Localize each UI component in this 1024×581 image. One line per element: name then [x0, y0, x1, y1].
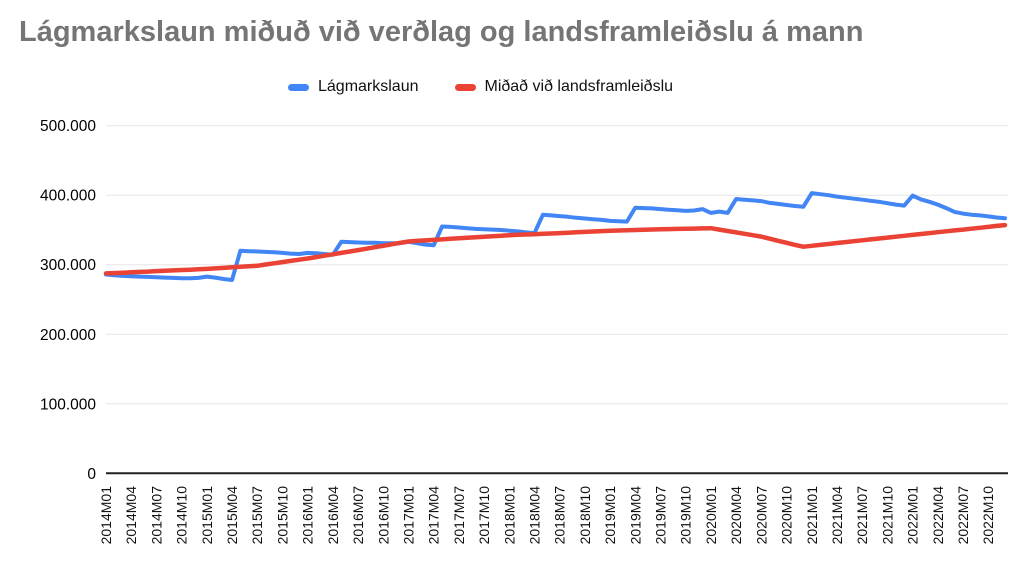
x-tick-label: 2014M10: [174, 486, 190, 545]
x-tick-label: 2019M07: [653, 486, 669, 545]
x-tick-label: 2018M10: [577, 486, 593, 545]
x-tick-label: 2015M07: [249, 486, 265, 545]
x-tick-label: 2019M01: [602, 486, 618, 545]
x-tick-label: 2021M10: [879, 486, 895, 545]
x-tick-label: 2022M04: [930, 486, 946, 545]
y-tick-label: 500.000: [40, 118, 96, 135]
x-tick-label: 2021M07: [854, 486, 870, 545]
x-tick-label: 2015M10: [274, 486, 290, 545]
x-tick-label: 2019M10: [678, 486, 694, 545]
x-tick-label: 2017M04: [426, 486, 442, 545]
x-tick-label: 2016M07: [350, 486, 366, 545]
y-tick-label: 200.000: [40, 327, 96, 344]
x-tick-label: 2018M01: [501, 486, 517, 545]
series-line-minwage: [104, 191, 1007, 282]
series-line-gdp: [103, 222, 1008, 276]
x-tick-label: 2022M01: [905, 486, 921, 545]
y-tick-label: 100.000: [40, 396, 96, 413]
x-tick-label: 2018M04: [526, 486, 542, 545]
legend-label-minwage: Lágmarkslaun: [318, 78, 419, 95]
y-tick-label: 300.000: [40, 257, 96, 274]
x-tick-label: 2020M10: [779, 486, 795, 545]
x-tick-label: 2018M07: [552, 486, 568, 545]
x-tick-label: 2021M04: [829, 486, 845, 545]
y-tick-label: 400.000: [40, 188, 96, 205]
legend-swatch-gdp-icon: [454, 83, 476, 91]
chart-title: Lágmarkslaun miðuð við verðlag og landsf…: [19, 16, 864, 48]
x-tick-label: 2016M04: [325, 486, 341, 545]
x-tick-label: 2021M01: [804, 486, 820, 545]
legend: Lágmarkslaun Miðað við landsframleiðslu: [288, 78, 673, 96]
x-tick-label: 2014M07: [148, 486, 164, 545]
x-tick-label: 2017M10: [476, 486, 492, 545]
legend-item-minwage: Lágmarkslaun: [288, 78, 419, 96]
legend-swatch-minwage-icon: [288, 83, 309, 91]
x-tick-label: 2022M07: [955, 486, 971, 545]
x-tick-label: 2015M04: [224, 486, 240, 545]
legend-item-gdp: Miðað við landsframleiðslu: [454, 78, 674, 96]
x-tick-label: 2015M01: [199, 486, 215, 545]
x-tick-label: 2014M01: [98, 486, 114, 545]
x-tick-label: 2020M01: [703, 486, 719, 545]
x-tick-label: 2016M01: [300, 486, 316, 545]
x-tick-label: 2017M01: [400, 486, 416, 545]
legend-label-gdp: Miðað við landsframleiðslu: [484, 78, 674, 95]
x-tick-label: 2020M07: [753, 486, 769, 545]
x-tick-label: 2019M04: [627, 486, 643, 545]
y-tick-label: 0: [87, 466, 96, 483]
x-tick-label: 2014M04: [123, 486, 139, 545]
x-tick-label: 2022M10: [980, 486, 996, 545]
x-tick-label: 2016M10: [375, 486, 391, 545]
x-tick-label: 2017M07: [451, 486, 467, 545]
x-tick-label: 2020M04: [728, 486, 744, 545]
